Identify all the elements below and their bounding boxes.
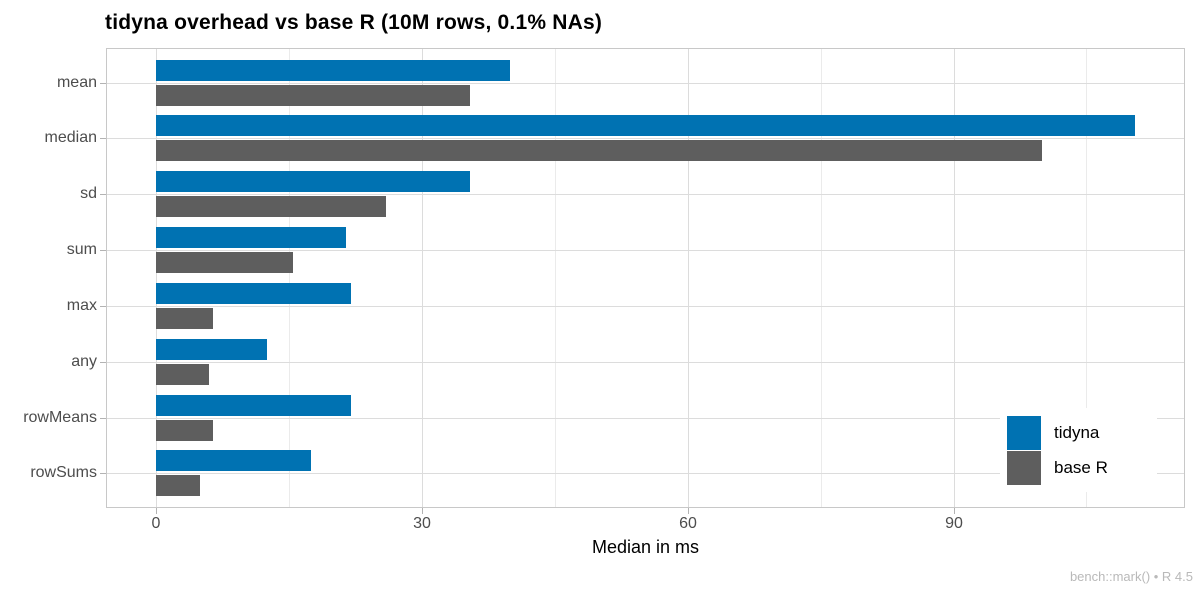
x-tick-label-0: 0 [151,515,161,532]
x-tick-60 [688,508,689,514]
bar-base-r-max [155,308,214,329]
gridline-major-y-sum [107,250,1184,251]
x-tick-90 [954,508,955,514]
x-tick-30 [422,508,423,514]
legend-label-base-r: base R [1054,457,1108,477]
legend-swatch-tidyna [1007,415,1041,450]
gridline-major-x-30 [421,49,423,507]
legend: tidyna base R [1000,408,1157,492]
y-tick-mean [100,83,106,84]
x-tick-label-60: 60 [679,515,697,532]
y-tick-max [100,306,106,307]
y-tick-label-sum: sum [66,241,97,258]
bar-base-r-rowMeans [155,420,214,441]
caption: bench::mark() • R 4.5 [1069,569,1193,584]
gridline-major-y-max [107,306,1184,307]
x-tick-label-90: 90 [945,515,963,532]
bar-base-r-any [155,364,209,385]
gridline-major-y-median [107,138,1184,139]
y-tick-label-sd: sd [80,185,97,202]
chart-title: tidyna overhead vs base R (10M rows, 0.1… [105,11,603,34]
bar-tidyna-rowSums [155,450,311,471]
y-tick-rowSums [100,473,106,474]
legend-item-base-r: base R [1007,450,1157,485]
y-tick-rowMeans [100,418,106,419]
y-tick-median [100,138,106,139]
x-tick-label-30: 30 [413,515,431,532]
bar-tidyna-sd [155,171,471,192]
bar-tidyna-max [155,283,351,304]
y-tick-any [100,362,106,363]
bar-base-r-sd [155,196,387,217]
legend-item-tidyna: tidyna [1007,415,1157,450]
gridline-minor-x-45 [554,49,556,507]
gridline-major-y-mean [107,83,1184,84]
y-tick-label-rowMeans: rowMeans [23,409,97,426]
gridline-minor-x-75 [820,49,822,507]
bar-tidyna-mean [155,60,511,81]
bar-tidyna-rowMeans [155,395,351,416]
x-tick-0 [156,508,157,514]
y-tick-label-any: any [71,353,97,370]
x-axis-title: Median in ms [591,537,700,557]
bar-base-r-sum [155,252,294,273]
y-tick-sd [100,194,106,195]
bar-base-r-rowSums [155,475,201,496]
gridline-major-y-rowSums [107,473,1184,474]
y-tick-label-median: median [44,129,97,146]
gridline-minor-x-15 [288,49,290,507]
legend-label-tidyna: tidyna [1054,422,1100,442]
gridline-major-x-0 [155,49,157,507]
gridline-major-y-any [107,362,1184,363]
bar-tidyna-median [155,115,1136,136]
y-tick-sum [100,250,106,251]
bar-base-r-mean [155,85,471,106]
bar-tidyna-any [155,339,267,360]
gridline-major-x-90 [953,49,955,507]
gridline-major-y-rowMeans [107,418,1184,419]
gridline-major-y-sd [107,194,1184,195]
legend-swatch-base-r [1007,450,1041,485]
gridline-minor-x-105 [1086,49,1088,507]
bar-base-r-median [155,140,1043,161]
bar-tidyna-sum [155,227,347,248]
gridline-major-x-60 [687,49,689,507]
y-tick-label-max: max [66,297,97,314]
y-tick-label-rowSums: rowSums [30,464,97,481]
y-tick-label-mean: mean [56,74,97,91]
plot-panel: tidyna base R [106,48,1185,508]
